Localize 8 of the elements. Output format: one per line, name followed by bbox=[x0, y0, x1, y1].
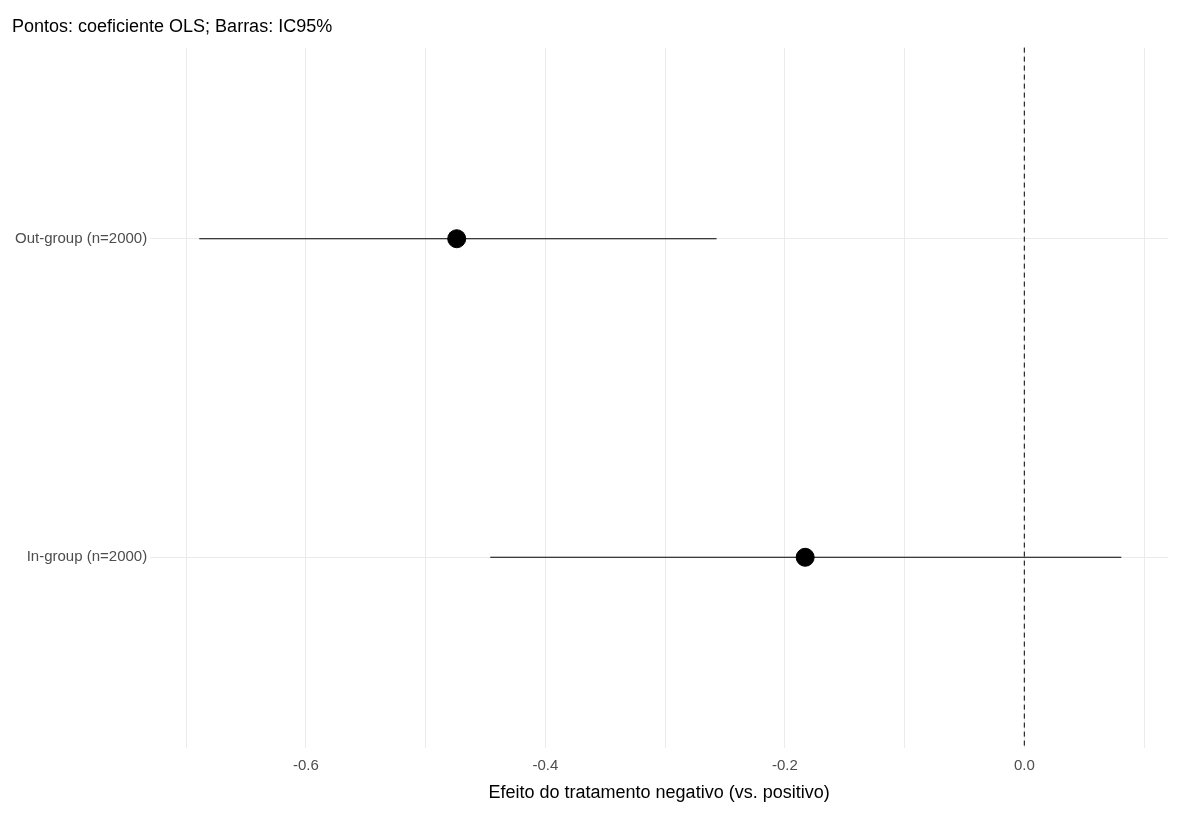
x-tick-label: -0.4 bbox=[532, 755, 559, 773]
x-tick-label: 0.0 bbox=[1013, 755, 1035, 773]
x-tick-label: -0.6 bbox=[292, 755, 319, 773]
y-tick-label: In-group (n=2000) bbox=[26, 547, 148, 565]
x-tick-label: -0.2 bbox=[771, 755, 798, 773]
y-tick-label: Out-group (n=2000) bbox=[14, 228, 148, 246]
x-axis-title: Efeito do tratamento negativo (vs. positivo) bbox=[488, 782, 830, 803]
chart-title: Pontos: coeficiente OLS; Barras: IC95% bbox=[12, 15, 333, 36]
